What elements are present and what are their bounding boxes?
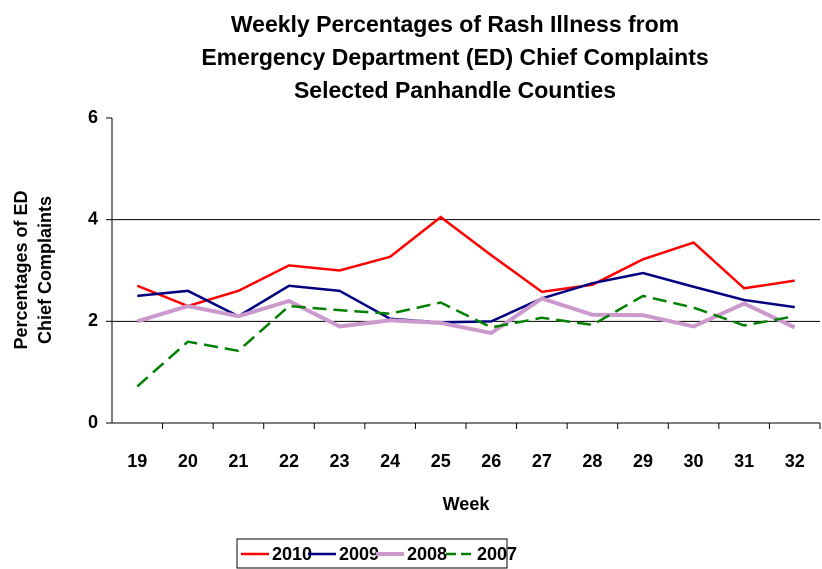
x-tick-label: 30 [684,451,704,471]
chart-title: Weekly Percentages of Rash Illness from [231,11,679,37]
legend-label: 2008 [407,544,447,564]
x-axis-label: Week [443,494,491,514]
x-tick-label: 22 [279,451,299,471]
x-tick-label: 23 [330,451,350,471]
x-tick-label: 31 [734,451,754,471]
x-tick-label: 26 [481,451,501,471]
y-axis-label: Percentages of ED [11,190,31,349]
x-tick-label: 19 [127,451,147,471]
legend-label: 2007 [477,544,517,564]
x-tick-label: 32 [785,451,805,471]
legend-label: 2010 [272,544,312,564]
y-tick-label: 0 [88,412,98,432]
y-axis-label: Chief Complaints [35,196,55,344]
series-line [137,271,795,324]
y-tick-label: 2 [88,310,98,330]
x-tick-label: 25 [431,451,451,471]
x-tick-label: 29 [633,451,653,471]
x-tick-label: 20 [178,451,198,471]
x-tick-label: 27 [532,451,552,471]
series-line [136,296,796,336]
y-tick-label: 4 [88,208,98,228]
chart-title: Selected Panhandle Counties [294,77,616,103]
series-line [136,294,795,388]
x-tick-label: 28 [582,451,602,471]
chart-title: Emergency Department (ED) Chief Complain… [201,44,708,70]
y-tick-label: 6 [88,107,98,127]
x-tick-label: 21 [228,451,248,471]
legend-label: 2009 [339,544,379,564]
series-line [136,215,795,308]
x-tick-label: 24 [380,451,400,471]
